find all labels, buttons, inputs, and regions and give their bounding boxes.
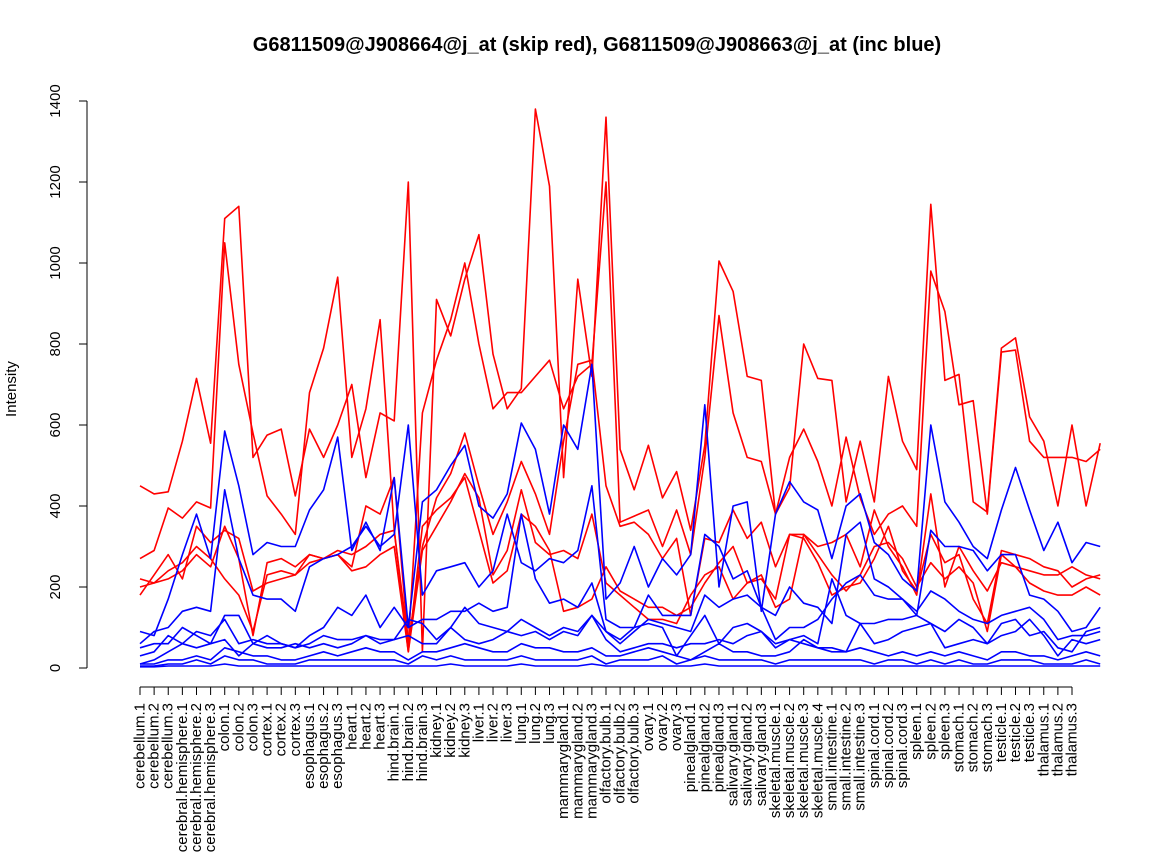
x-tick-label: mammarygland.2: [569, 703, 586, 819]
x-tick-label: kidney.2: [442, 703, 459, 758]
inc-series-line-13: [140, 663, 1101, 668]
x-tick-label: liver.2: [485, 703, 502, 742]
x-tick-label: cortex.3: [287, 703, 304, 756]
y-axis-label: Intensity: [3, 361, 20, 417]
x-tick-label: cerebellum.2: [146, 703, 163, 789]
skip-series-line-2: [139, 181, 1101, 645]
x-tick-label: esophagus.2: [315, 703, 332, 789]
inc-series-line-9: [139, 578, 1101, 657]
y-tick-label: 1000: [47, 246, 64, 279]
y-tick-label: 600: [47, 412, 64, 437]
x-tick-label: esophagus.3: [329, 703, 346, 789]
x-tick-label: colon.3: [244, 703, 261, 751]
x-tick-label: spinal.cord.1: [866, 703, 883, 788]
x-tick-label: hind.brain.1: [386, 703, 403, 781]
x-tick-label: cerebellum.1: [132, 703, 149, 789]
x-tick-label: stomach.2: [965, 703, 982, 772]
x-tick-label: skeletal.muscle.1: [767, 703, 784, 818]
inc-series-line-12: [140, 655, 1101, 667]
x-tick-label: olfactory.bulb.1: [598, 703, 615, 804]
skip-series-line-4: [139, 472, 1101, 653]
x-tick-label: olfactory.bulb.3: [626, 703, 643, 804]
x-tick-label: liver.3: [499, 703, 516, 742]
x-tick-label: spinal.cord.3: [894, 703, 911, 788]
x-tick-label: thalamus.1: [1035, 703, 1052, 776]
x-axis: cerebellum.1cerebellum.2cerebellum.3cere…: [132, 686, 1081, 852]
x-tick-label: kidney.1: [428, 703, 445, 758]
x-tick-label: small.intestine.2: [838, 703, 855, 811]
x-tick-label: cerebellum.3: [160, 703, 177, 789]
x-tick-label: stomach.1: [951, 703, 968, 772]
chart-title: G6811509@J908664@j_at (skip red), G68115…: [253, 34, 941, 56]
inc-series-line-8: [139, 513, 1101, 649]
x-tick-label: pinealgland.1: [682, 703, 699, 792]
x-tick-label: small.intestine.3: [852, 703, 869, 811]
x-tick-label: spleen.1: [908, 703, 925, 760]
x-tick-label: cortex.1: [259, 703, 276, 756]
y-tick-label: 1200: [47, 165, 64, 198]
x-tick-label: spleen.3: [936, 703, 953, 760]
skip-series-line-3: [139, 359, 1101, 645]
x-tick-label: testicle.1: [993, 703, 1010, 762]
inc-series-line-11: [140, 638, 1101, 665]
x-tick-label: testicle.2: [1007, 703, 1024, 762]
x-tick-label: lung.3: [541, 703, 558, 744]
x-tick-label: lung.1: [513, 703, 530, 744]
x-tick-label: cerebral.hemisphere.3: [202, 703, 219, 852]
x-tick-label: skeletal.muscle.4: [809, 703, 826, 818]
inc-series-line-6: [139, 363, 1101, 637]
skip-series-line-1: [139, 108, 1101, 653]
x-tick-label: kidney.3: [456, 703, 473, 758]
x-tick-label: salivary.gland.2: [739, 703, 756, 806]
x-tick-label: heart.1: [343, 703, 360, 750]
x-tick-label: skeletal.muscle.3: [795, 703, 812, 818]
x-tick-label: heart.2: [357, 703, 374, 750]
skip-series-line-5: [139, 476, 1101, 653]
x-tick-label: testicle.3: [1021, 703, 1038, 762]
plot-area: [139, 108, 1101, 668]
x-tick-label: small.intestine.1: [823, 703, 840, 811]
x-tick-label: cortex.2: [273, 703, 290, 756]
x-tick-label: stomach.3: [979, 703, 996, 772]
y-tick-label: 400: [47, 493, 64, 518]
x-tick-label: thalamus.3: [1064, 703, 1081, 776]
x-tick-label: hind.brain.2: [400, 703, 417, 781]
x-tick-label: cerebral.hemisphere.2: [188, 703, 205, 852]
x-tick-label: pinealgland.3: [710, 703, 727, 792]
x-tick-label: mammarygland.1: [555, 703, 572, 819]
x-tick-label: thalamus.2: [1049, 703, 1066, 776]
x-tick-label: heart.3: [372, 703, 389, 750]
x-tick-label: cerebral.hemisphere.1: [174, 703, 191, 852]
x-tick-label: pinealgland.2: [696, 703, 713, 792]
x-tick-label: olfactory.bulb.2: [612, 703, 629, 804]
x-tick-label: salivary.gland.1: [725, 703, 742, 806]
x-tick-label: ovary.2: [654, 703, 671, 751]
x-tick-label: spinal.cord.2: [880, 703, 897, 788]
y-tick-label: 200: [47, 574, 64, 599]
x-tick-label: esophagus.1: [301, 703, 318, 789]
x-tick-label: ovary.3: [668, 703, 685, 751]
x-tick-label: spleen.2: [922, 703, 939, 760]
x-tick-label: hind.brain.3: [414, 703, 431, 781]
y-tick-label: 0: [47, 664, 64, 672]
inc-series-line-10: [139, 614, 1101, 665]
x-tick-label: salivary.gland.3: [753, 703, 770, 806]
y-axis: 0 200 400 600 800 1000 1200 1400: [47, 84, 88, 672]
x-tick-label: liver.1: [470, 703, 487, 742]
y-tick-label: 800: [47, 331, 64, 356]
x-tick-label: lung.2: [527, 703, 544, 744]
x-tick-label: skeletal.muscle.2: [781, 703, 798, 818]
inc-series-line-7: [139, 424, 1101, 645]
y-tick-label: 1400: [47, 84, 64, 117]
x-tick-label: colon.1: [216, 703, 233, 751]
x-tick-label: ovary.1: [640, 703, 657, 751]
x-tick-label: colon.2: [230, 703, 247, 751]
x-tick-label: mammarygland.3: [583, 703, 600, 819]
